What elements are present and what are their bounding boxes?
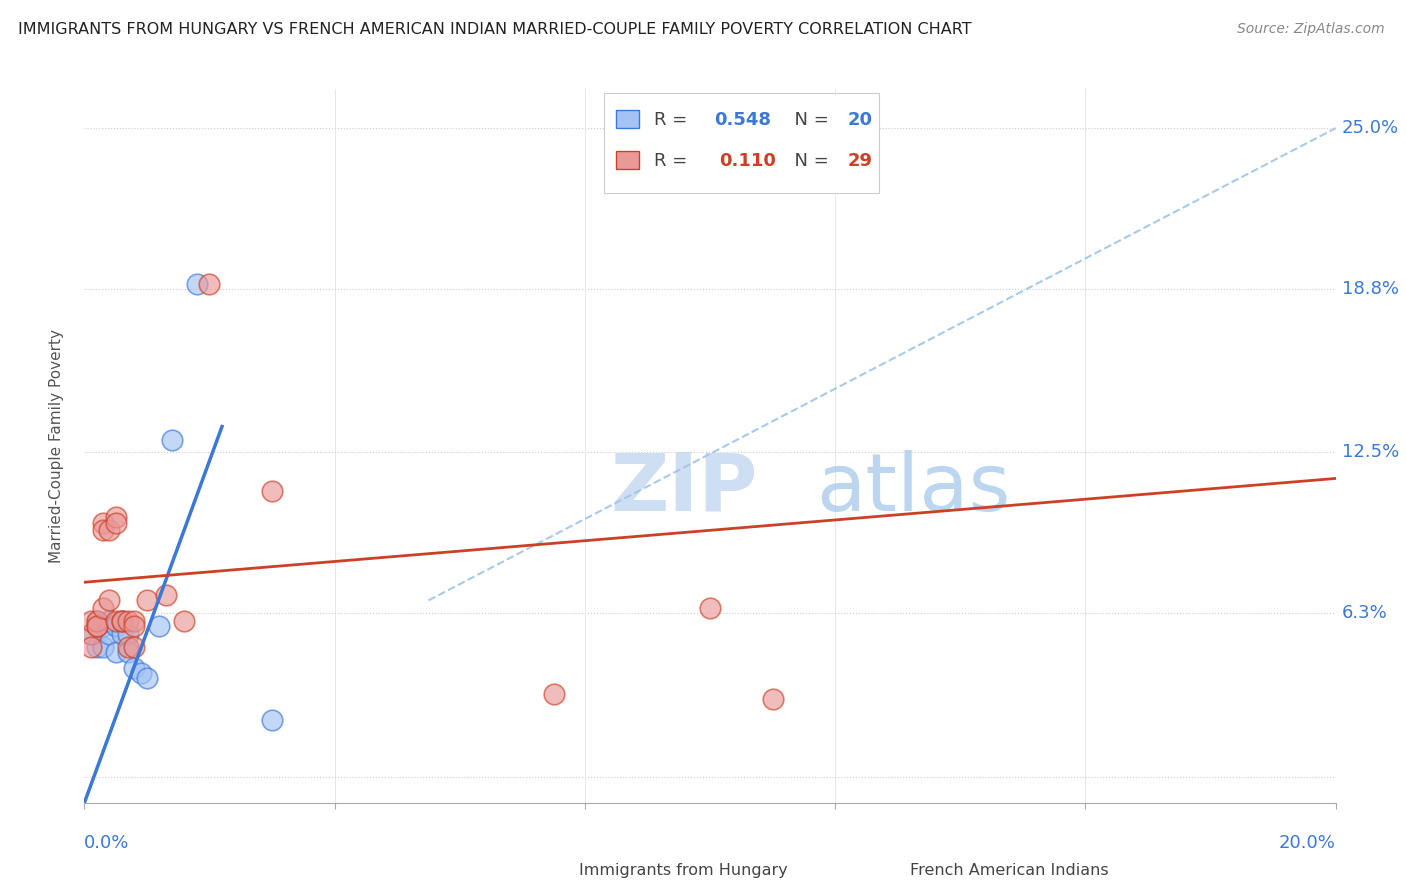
- Point: [111, 614, 134, 628]
- Point: [86, 640, 108, 654]
- Point: [124, 661, 146, 675]
- Point: [124, 619, 146, 633]
- Point: [186, 277, 208, 291]
- Point: [129, 666, 152, 681]
- Point: [86, 619, 108, 633]
- Point: [155, 588, 177, 602]
- Point: [98, 593, 121, 607]
- Point: [79, 627, 101, 641]
- Text: 20.0%: 20.0%: [1279, 834, 1336, 852]
- Point: [104, 645, 127, 659]
- Point: [86, 619, 108, 633]
- Point: [91, 601, 114, 615]
- Point: [98, 627, 121, 641]
- Point: [124, 640, 146, 654]
- Point: [136, 593, 159, 607]
- Point: [91, 516, 114, 530]
- Point: [86, 614, 108, 628]
- Point: [104, 614, 127, 628]
- Point: [124, 614, 146, 628]
- Point: [111, 614, 134, 628]
- Point: [699, 601, 721, 615]
- Text: 18.8%: 18.8%: [1341, 280, 1399, 298]
- Text: IMMIGRANTS FROM HUNGARY VS FRENCH AMERICAN INDIAN MARRIED-COUPLE FAMILY POVERTY : IMMIGRANTS FROM HUNGARY VS FRENCH AMERIC…: [18, 22, 972, 37]
- Text: N =: N =: [783, 152, 834, 169]
- Bar: [830, 860, 898, 881]
- Point: [86, 614, 108, 628]
- Point: [117, 640, 139, 654]
- Point: [104, 516, 127, 530]
- Point: [79, 627, 101, 641]
- Point: [79, 614, 101, 628]
- Bar: [498, 860, 567, 881]
- Text: R =: R =: [654, 152, 699, 169]
- Point: [91, 524, 114, 538]
- Point: [160, 433, 183, 447]
- Text: 29: 29: [848, 152, 873, 169]
- Point: [262, 713, 284, 727]
- Text: atlas: atlas: [817, 450, 1011, 528]
- Point: [117, 614, 139, 628]
- Text: 12.5%: 12.5%: [1341, 443, 1399, 461]
- Point: [198, 277, 221, 291]
- Bar: [616, 111, 638, 128]
- Text: 0.110: 0.110: [718, 152, 776, 169]
- Point: [117, 645, 139, 659]
- Point: [262, 484, 284, 499]
- Text: 6.3%: 6.3%: [1341, 605, 1388, 623]
- Point: [111, 627, 134, 641]
- Text: ZIP: ZIP: [610, 450, 758, 528]
- Point: [98, 614, 121, 628]
- Text: 25.0%: 25.0%: [1341, 120, 1399, 137]
- Point: [91, 619, 114, 633]
- Text: Source: ZipAtlas.com: Source: ZipAtlas.com: [1237, 22, 1385, 37]
- Text: 20: 20: [848, 111, 873, 128]
- Point: [111, 614, 134, 628]
- Text: Immigrants from Hungary: Immigrants from Hungary: [579, 863, 787, 878]
- Point: [104, 619, 127, 633]
- Point: [117, 627, 139, 641]
- Text: 0.548: 0.548: [714, 111, 770, 128]
- Point: [148, 619, 170, 633]
- Point: [762, 692, 785, 706]
- Point: [173, 614, 195, 628]
- Text: N =: N =: [783, 111, 834, 128]
- Point: [91, 640, 114, 654]
- Text: 0.0%: 0.0%: [84, 834, 129, 852]
- Point: [136, 671, 159, 685]
- Text: R =: R =: [654, 111, 693, 128]
- Point: [98, 524, 121, 538]
- Point: [543, 687, 565, 701]
- Bar: [616, 151, 638, 169]
- Point: [79, 640, 101, 654]
- Point: [104, 510, 127, 524]
- Text: French American Indians: French American Indians: [910, 863, 1109, 878]
- Y-axis label: Married-Couple Family Poverty: Married-Couple Family Poverty: [49, 329, 63, 563]
- FancyBboxPatch shape: [603, 93, 879, 193]
